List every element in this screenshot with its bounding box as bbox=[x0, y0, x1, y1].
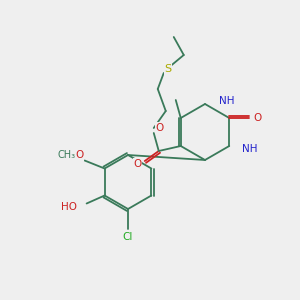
Text: CH₃: CH₃ bbox=[58, 151, 76, 160]
Text: O: O bbox=[76, 151, 84, 160]
Text: NH: NH bbox=[219, 96, 235, 106]
Text: HO: HO bbox=[61, 202, 76, 212]
Text: O: O bbox=[156, 123, 164, 133]
Text: O: O bbox=[253, 113, 261, 123]
Text: Cl: Cl bbox=[123, 232, 133, 242]
Text: O: O bbox=[134, 159, 142, 169]
Text: NH: NH bbox=[242, 144, 258, 154]
Text: S: S bbox=[164, 64, 171, 74]
